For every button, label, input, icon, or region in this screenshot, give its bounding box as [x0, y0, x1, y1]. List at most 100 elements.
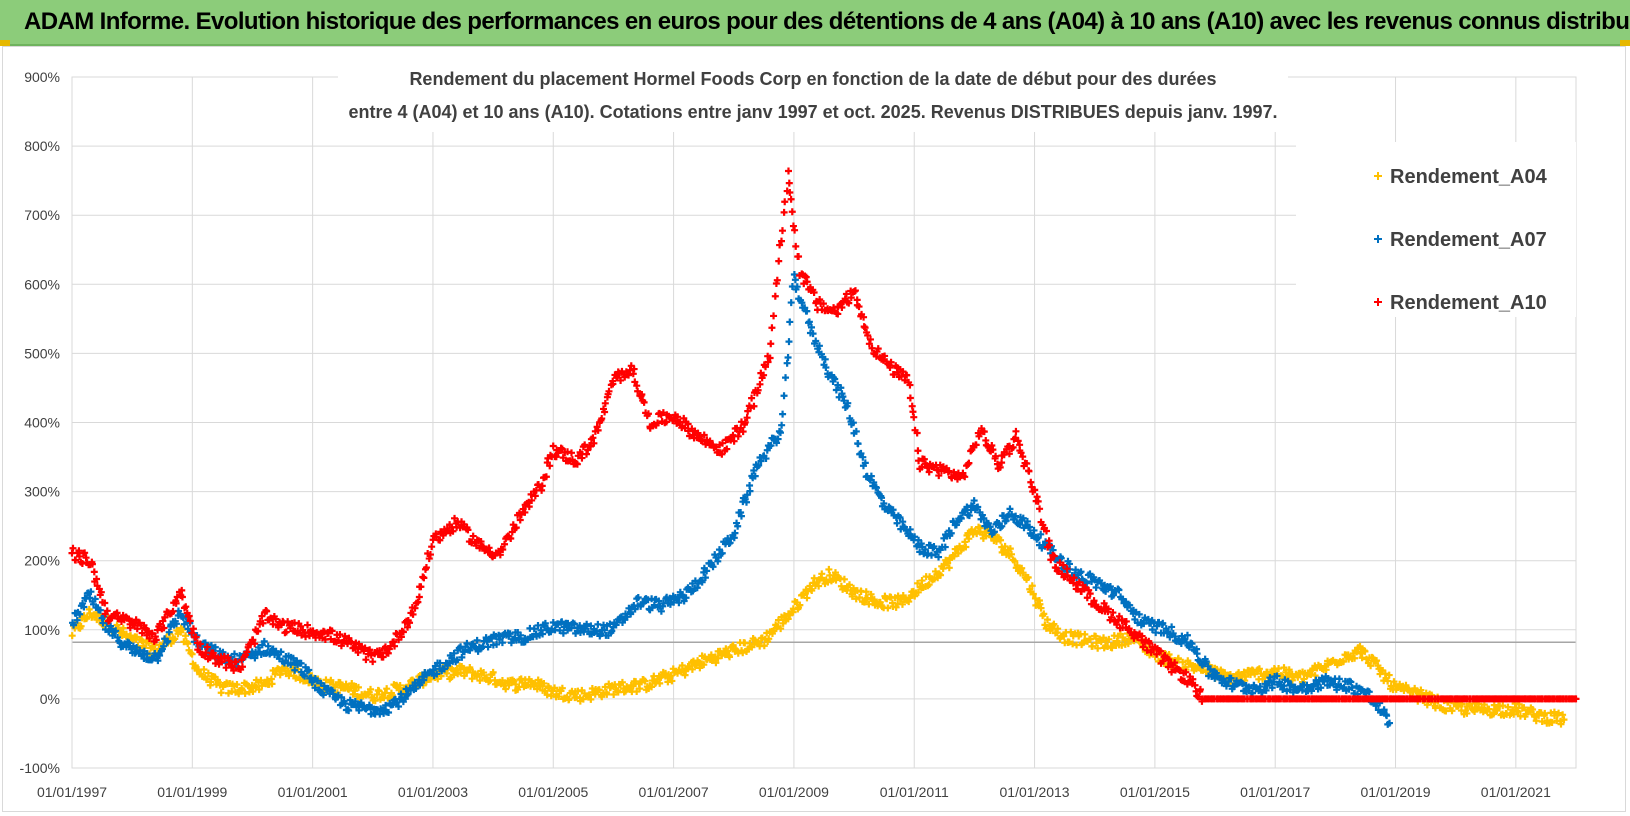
rendement-a07-point [1273, 672, 1281, 680]
rendement-a04-point [1559, 711, 1567, 719]
rendement-a10-point [72, 556, 80, 564]
rendement-a10-point [284, 618, 292, 626]
rendement-a07-point [539, 630, 547, 638]
rendement-a10-point [924, 464, 932, 472]
rendement-a07-point [530, 625, 538, 633]
rendement-a07-point [345, 707, 353, 715]
legend-marker [1374, 172, 1382, 180]
rendement-a07-point [264, 642, 272, 650]
rendement-a04-point [831, 569, 839, 577]
rendement-a07-point [254, 643, 262, 651]
rendement-a10-point [1012, 427, 1020, 435]
rendement-a04-point [383, 685, 391, 693]
rendement-a07-point [911, 533, 919, 541]
rendement-a07-point [1279, 685, 1287, 693]
rendement-a04-point [954, 549, 962, 557]
x-tick-label: 01/01/1999 [157, 784, 227, 800]
rendement-a10-point [449, 527, 457, 535]
rendement-a10-point [464, 526, 472, 534]
rendement-a04-point [1094, 644, 1102, 652]
rendement-a10-point [803, 278, 811, 286]
rendement-a10-point [718, 450, 726, 458]
rendement-a04-point [1361, 647, 1369, 655]
rendement-a07-point [1383, 712, 1391, 720]
rendement-a04-point [233, 681, 241, 689]
rendement-a10-point [789, 222, 797, 230]
rendement-a10-point [425, 555, 433, 563]
rendement-a04-point [460, 672, 468, 680]
rendement-a04-point [860, 598, 868, 606]
rendement-a07-point [355, 706, 363, 714]
rendement-a10-point [980, 428, 988, 436]
rendement-a07-point [211, 643, 219, 651]
rendement-a04-point [1351, 654, 1359, 662]
legend: Rendement_A04 Rendement_A07 Rendement_A10 [1296, 142, 1576, 317]
rendement-a07-point [329, 690, 337, 698]
rendement-a10-point [399, 628, 407, 636]
rendement-a07-point [301, 672, 309, 680]
rendement-a10-point [590, 439, 598, 447]
rendement-a10-point [404, 623, 412, 631]
rendement-a04-point [268, 680, 276, 688]
rendement-a04-point [127, 632, 135, 640]
rendement-a10-point [512, 524, 520, 532]
rendement-a10-point [743, 414, 751, 422]
rendement-a10-point [258, 612, 266, 620]
rendement-a04-point [171, 635, 179, 643]
rendement-a07-point [305, 666, 313, 674]
rendement-a04-point [726, 653, 734, 661]
rendement-a04-point [1280, 664, 1288, 672]
rendement-a07-point [593, 627, 601, 635]
rendement-a04-point [249, 687, 257, 695]
rendement-a10-point [989, 446, 997, 454]
rendement-a07-point [79, 599, 87, 607]
rendement-a10-point [538, 482, 546, 490]
rendement-a10-point [771, 292, 779, 300]
rendement-a04-point [800, 590, 808, 598]
rendement-a04-point [255, 686, 263, 694]
rendement-a07-point [1023, 517, 1031, 525]
rendement-a10-point [855, 303, 863, 311]
rendement-a04-point [714, 654, 722, 662]
rendement-a10-point [601, 399, 609, 407]
rendement-a10-point [865, 340, 873, 348]
rendement-a07-point [703, 567, 711, 575]
rendement-a10-point [409, 610, 417, 618]
rendement-a10-point [90, 568, 98, 576]
rendement-a10-point [770, 312, 778, 320]
rendement-a04-point [1008, 550, 1016, 558]
rendement-a07-point [87, 588, 95, 596]
rendement-a10-point [605, 387, 613, 395]
rendement-a10-point [739, 428, 747, 436]
rendement-a07-point [556, 626, 564, 634]
rendement-a07-point [506, 630, 514, 638]
rendement-a07-point [698, 578, 706, 586]
rendement-a07-point [172, 620, 180, 628]
x-tick-label: 01/01/2011 [880, 784, 949, 800]
rendement-a04-point [587, 695, 595, 703]
rendement-a07-point [488, 635, 496, 643]
rendement-a07-point [1159, 619, 1167, 627]
rendement-a04-point [656, 679, 664, 687]
rendement-a10-point [379, 653, 387, 661]
rendement-a07-point [921, 545, 929, 553]
rendement-a04-point [1028, 582, 1036, 590]
rendement-a10-point [1159, 657, 1167, 665]
rendement-a04-point [914, 579, 922, 587]
rendement-a07-point [742, 498, 750, 506]
rendement-a04-point [1105, 635, 1113, 643]
rendement-a10-point [766, 354, 774, 362]
rendement-a04-point [468, 675, 476, 683]
rendement-a07-point [450, 649, 458, 657]
rendement-a10-point [188, 629, 196, 637]
rendement-a10-point [786, 188, 794, 196]
rendement-a07-point [715, 546, 723, 554]
rendement-a07-point [974, 503, 982, 511]
rendement-a07-point [844, 399, 852, 407]
rendement-a04-point [188, 650, 196, 658]
rendement-a04-point [1499, 702, 1507, 710]
rendement-a04-point [1060, 632, 1068, 640]
rendement-a04-point [1037, 604, 1045, 612]
rendement-a07-point [970, 497, 978, 505]
rendement-a04-point [184, 640, 192, 648]
